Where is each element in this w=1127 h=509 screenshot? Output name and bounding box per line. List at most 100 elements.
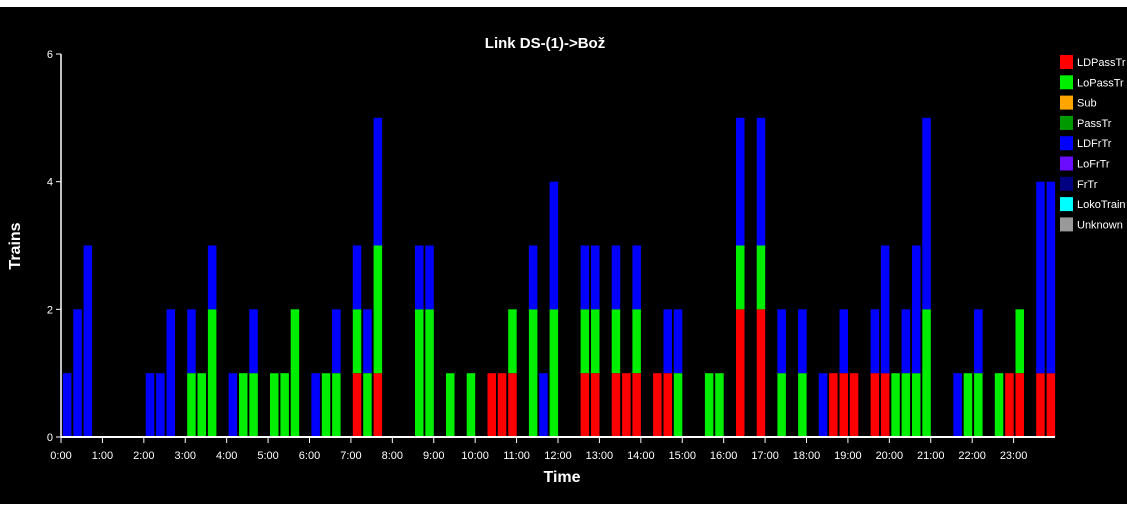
bar-ldfrtr-1845: [839, 309, 848, 374]
bar-lopasstr-1115: [528, 309, 538, 437]
bar-lopasstr-500: [270, 373, 279, 437]
bar-ldpasstr-1430: [663, 373, 672, 437]
bar-ldfrtr-1745: [798, 309, 807, 374]
bar-ldfrtr-715: [363, 309, 372, 374]
bar-lopasstr-2300: [1015, 309, 1024, 374]
bar-lopasstr-1445: [673, 373, 683, 437]
bar-ldfrtr-1130: [539, 373, 548, 437]
bar-ldfrtr-730: [373, 117, 383, 246]
bar-ldfrtr-400: [228, 373, 238, 437]
legend-swatch-frtr: [1060, 176, 1073, 191]
bar-ldpasstr-1315: [611, 373, 621, 437]
legend-label-lopasstr: LoPassTr: [1077, 77, 1124, 89]
bar-ldfrtr-1815: [818, 373, 828, 437]
bar-lopasstr-630: [332, 373, 341, 437]
x-tick-label: 22:00: [958, 450, 986, 462]
bar-ldfrtr-015: [73, 309, 82, 437]
bar-lopasstr-2045: [922, 309, 931, 437]
legend-swatch-ldfrtr: [1060, 136, 1073, 151]
x-tick-label: 7:00: [340, 450, 361, 462]
bar-ldpasstr-2245: [1005, 373, 1014, 437]
bar-ldfrtr-1930: [870, 309, 880, 374]
bar-lopasstr-1745: [798, 373, 807, 437]
bar-lopasstr-1345: [632, 309, 641, 374]
x-tick-label: 18:00: [793, 450, 821, 462]
x-tick-label: 0:00: [50, 450, 71, 462]
bar-ldpasstr-1900: [849, 373, 859, 437]
y-tick-label: 4: [47, 177, 53, 189]
bar-lopasstr-1615: [736, 245, 745, 310]
x-tick-label: 17:00: [751, 450, 779, 462]
legend-swatch-lopasstr: [1060, 75, 1073, 90]
bar-ldfrtr-2345: [1046, 181, 1056, 374]
bar-ldpasstr-1645: [756, 309, 766, 437]
bar-lopasstr-2000: [891, 373, 900, 437]
legend-label-lofrtr: LoFrTr: [1077, 159, 1110, 171]
bar-lopasstr-730: [373, 245, 383, 374]
x-tick-label: 16:00: [710, 450, 738, 462]
bar-ldfrtr-1230: [580, 245, 590, 310]
bar-lopasstr-300: [187, 373, 196, 437]
x-tick-label: 4:00: [216, 450, 237, 462]
bar-ldfrtr-2200: [974, 309, 983, 374]
bar-ldpasstr-1245: [591, 373, 600, 437]
bar-lopasstr-2030: [912, 373, 921, 437]
bar-ldfrtr-1715: [777, 309, 786, 374]
bar-ldfrtr-2015: [901, 309, 911, 374]
bar-ldfrtr-230: [166, 309, 175, 437]
bar-ldfrtr-430: [249, 309, 258, 374]
legend-label-frtr: FrTr: [1077, 179, 1098, 191]
x-tick-label: 20:00: [876, 450, 904, 462]
legend-label-lokotrain: LokoTrain: [1077, 199, 1126, 211]
bar-ldpasstr-2300: [1015, 373, 1024, 437]
legend-label-ldfrtr: LDFrTr: [1077, 138, 1112, 150]
x-tick-label: 11:00: [503, 450, 530, 462]
bar-lopasstr-330: [207, 309, 217, 437]
legend-swatch-ldpasstr: [1060, 55, 1073, 69]
bar-ldfrtr-845: [425, 245, 434, 310]
bar-lopasstr-2015: [901, 373, 911, 437]
bar-lopasstr-945: [466, 373, 476, 437]
bar-ldfrtr-1145: [549, 181, 559, 310]
bar-lopasstr-700: [352, 309, 362, 374]
bar-lopasstr-615: [321, 373, 331, 437]
y-axis-title: Trains: [7, 222, 24, 269]
bar-ldfrtr-2330: [1036, 181, 1045, 374]
legend-label-ldpasstr: LDPassTr: [1077, 57, 1126, 69]
bar-ldfrtr-2130: [953, 373, 962, 437]
bar-ldpasstr-730: [373, 373, 383, 437]
bar-ldfrtr-1615: [736, 117, 745, 246]
bar-ldpasstr-1045: [508, 373, 517, 437]
bar-lopasstr-530: [290, 309, 300, 437]
x-tick-label: 12:00: [544, 450, 572, 462]
bar-ldfrtr-1345: [632, 245, 641, 310]
bar-ldfrtr-1430: [663, 309, 672, 374]
legend-label-sub: Sub: [1077, 98, 1097, 110]
legend-label-unknown: Unknown: [1077, 219, 1123, 231]
bar-lopasstr-430: [249, 373, 258, 437]
bar-lopasstr-1545: [715, 373, 724, 437]
y-tick-label: 6: [47, 49, 53, 61]
bar-lopasstr-845: [425, 309, 434, 437]
y-tick-label: 0: [47, 432, 53, 444]
x-tick-label: 3:00: [175, 450, 196, 462]
bar-lopasstr-1045: [508, 309, 517, 374]
bar-ldfrtr-1245: [591, 245, 600, 310]
legend-swatch-passtr: [1060, 115, 1073, 130]
bar-lopasstr-415: [239, 373, 248, 437]
y-tick-label: 2: [47, 304, 53, 316]
legend-swatch-lokotrain: [1060, 197, 1073, 212]
bar-lopasstr-1715: [777, 373, 786, 437]
bar-lopasstr-315: [197, 373, 206, 437]
bar-ldpasstr-1615: [736, 309, 745, 437]
bar-lopasstr-2145: [963, 373, 973, 437]
bar-lopasstr-515: [280, 373, 289, 437]
bar-ldfrtr-1115: [528, 245, 538, 310]
bars-layer: [62, 117, 1056, 437]
bar-lopasstr-2200: [974, 373, 983, 437]
legend-swatch-sub: [1060, 95, 1073, 110]
x-tick-label: 13:00: [586, 450, 614, 462]
bar-ldpasstr-1345: [632, 373, 641, 437]
x-tick-label: 14:00: [627, 450, 655, 462]
